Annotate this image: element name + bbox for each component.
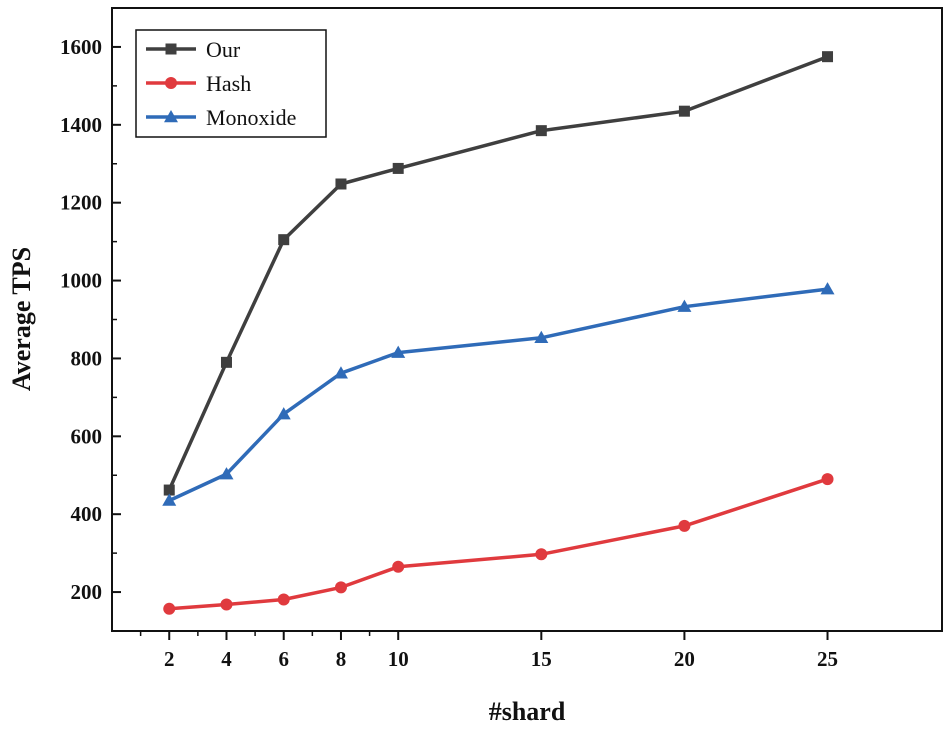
series-layer	[162, 51, 835, 615]
legend-marker-hash	[165, 77, 177, 89]
data-point-hash	[678, 519, 691, 532]
series-line-monoxide	[168, 287, 828, 503]
legend-label-hash: Hash	[206, 71, 251, 96]
legend-label-monoxide: Monoxide	[206, 105, 296, 130]
data-point-monoxide	[333, 366, 348, 379]
legend-marker-our	[165, 43, 177, 55]
data-point-hash	[821, 473, 834, 486]
data-point-monoxide	[219, 467, 234, 480]
data-point-our	[535, 125, 547, 137]
series-monoxide	[162, 282, 835, 506]
data-point-hash	[277, 593, 290, 606]
data-point-hash	[220, 598, 233, 611]
y-tick-label: 400	[71, 502, 103, 526]
x-axis-ticks: 2 4 6 8 10 15 20 25	[139, 631, 838, 671]
data-point-our	[220, 356, 232, 368]
data-point-our	[278, 234, 290, 246]
data-point-our	[678, 105, 690, 117]
legend-item-hash: Hash	[146, 71, 251, 96]
legend-item-our: Our	[146, 37, 241, 62]
data-point-hash	[535, 548, 548, 561]
y-axis-ticks: 200 400 600 800 1000 1200 1400 1600	[60, 35, 121, 604]
y-axis-title: Average TPS	[7, 247, 36, 391]
data-point-monoxide	[677, 299, 692, 312]
data-point-monoxide	[162, 493, 177, 506]
data-point-our	[335, 178, 347, 190]
data-point-our	[392, 162, 404, 174]
y-tick-label: 800	[71, 346, 103, 370]
legend-marker-monoxide	[164, 110, 178, 123]
data-point-our	[163, 484, 175, 496]
y-tick-label: 600	[71, 424, 103, 448]
data-point-monoxide	[534, 330, 549, 344]
y-tick-label: 200	[71, 580, 103, 604]
x-axis-title: #shard	[489, 697, 566, 726]
x-tick-label: 4	[221, 647, 232, 671]
y-tick-label: 1000	[60, 269, 102, 293]
x-tick-label: 20	[674, 647, 695, 671]
x-tick-label: 10	[388, 647, 409, 671]
data-point-hash	[334, 581, 347, 594]
legend: Our Hash Monoxide	[135, 29, 327, 138]
data-point-hash	[163, 602, 176, 615]
data-point-monoxide	[391, 345, 406, 358]
y-tick-label: 1400	[60, 113, 102, 137]
x-tick-label: 8	[336, 647, 347, 671]
series-hash	[163, 473, 834, 615]
data-point-monoxide	[276, 407, 291, 420]
x-tick-label: 25	[817, 647, 838, 671]
series-line-hash	[169, 477, 829, 611]
legend-label-our: Our	[206, 37, 241, 62]
legend-item-monoxide: Monoxide	[146, 105, 296, 130]
x-tick-label: 15	[531, 647, 552, 671]
x-tick-label: 6	[278, 647, 289, 671]
data-point-monoxide	[820, 282, 835, 295]
data-point-hash	[392, 560, 405, 573]
x-tick-label: 2	[164, 647, 175, 671]
y-tick-label: 1600	[60, 35, 102, 59]
series-line-our	[167, 55, 829, 491]
y-tick-label: 1200	[60, 191, 102, 215]
series-our	[163, 51, 834, 496]
data-point-our	[822, 51, 834, 63]
